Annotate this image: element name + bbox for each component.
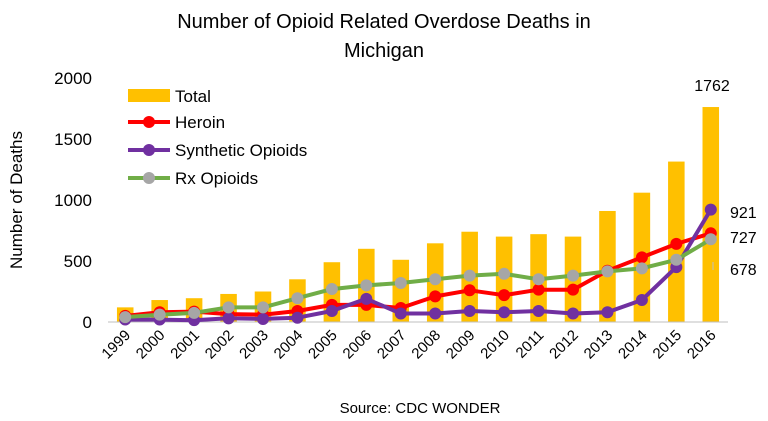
point-heroin-2010: [498, 289, 511, 302]
point-synthetic-opioids-2012: [567, 307, 579, 320]
x-tick-label: 2011: [513, 327, 548, 362]
point-synthetic-opioids-2004: [291, 311, 304, 324]
point-heroin-2009: [463, 284, 476, 297]
legend-marker-rx: [143, 172, 155, 184]
point-synthetic-opioids-2014: [635, 294, 648, 307]
point-synthetic-opioids-2009: [463, 305, 476, 318]
point-rx-opioids-2004: [291, 292, 304, 305]
x-tick-label: 2001: [167, 327, 203, 363]
legend-label-heroin: Heroin: [175, 113, 225, 132]
point-heroin-2012: [567, 283, 579, 296]
x-tick-label: 2015: [650, 327, 686, 363]
y-tick-label: 500: [64, 252, 92, 271]
legend-marker-synthetic: [143, 144, 155, 156]
legend-swatch-total: [128, 89, 170, 102]
chart-title-line-2: Michigan: [344, 40, 424, 62]
point-heroin-2014: [635, 251, 648, 264]
x-tick-label: 2008: [408, 327, 444, 363]
point-rx-opioids-2011: [532, 273, 545, 286]
point-rx-opioids-2007: [394, 276, 407, 289]
total-bars: [116, 107, 720, 322]
x-tick-label: 2000: [133, 327, 169, 363]
y-axis-label: Number of Deaths: [7, 131, 26, 269]
x-tick-label: 2010: [477, 327, 513, 363]
point-rx-opioids-1999: [119, 311, 132, 324]
point-synthetic-opioids-2008: [429, 307, 442, 320]
series-lines: [119, 203, 717, 327]
point-synthetic-opioids-2006: [360, 292, 373, 305]
point-rx-opioids-2015: [670, 253, 683, 266]
point-rx-opioids-2009: [463, 269, 476, 282]
point-rx-opioids-2001: [188, 306, 201, 319]
point-synthetic-opioids-2011: [532, 305, 545, 318]
data-label-synthetic-2016: 921: [730, 205, 757, 222]
point-rx-opioids-2002: [222, 301, 235, 314]
legend: Total Heroin Synthetic Opioids Rx Opioid…: [128, 87, 307, 188]
point-synthetic-opioids-2002: [222, 312, 235, 325]
legend-marker-heroin: [143, 116, 155, 128]
x-tick-label: 2006: [340, 327, 376, 363]
y-tick-labels: 0 500 1000 1500 2000: [54, 69, 92, 332]
x-tick-label: 2009: [443, 327, 479, 363]
point-rx-opioids-2014: [635, 262, 648, 275]
legend-label-rx: Rx Opioids: [175, 169, 258, 188]
legend-label-synthetic: Synthetic Opioids: [175, 141, 307, 160]
point-rx-opioids-2000: [153, 308, 166, 321]
y-tick-label: 0: [83, 313, 92, 332]
point-heroin-2008: [429, 290, 442, 303]
x-tick-label: 2013: [581, 327, 617, 363]
data-label-rx-2016: 678: [730, 262, 757, 279]
data-label-total-2016: 1762: [694, 78, 730, 95]
point-rx-opioids-2008: [429, 273, 442, 286]
x-tick-label: 2003: [236, 327, 272, 363]
point-rx-opioids-2013: [601, 265, 614, 278]
source-note: Source: CDC WONDER: [340, 400, 501, 417]
point-rx-opioids-2003: [257, 301, 269, 314]
point-heroin-2011: [532, 283, 545, 296]
point-synthetic-opioids-2003: [257, 312, 269, 325]
point-synthetic-opioids-2007: [394, 307, 407, 320]
point-rx-opioids-2006: [360, 279, 373, 292]
x-tick-label: 2007: [374, 327, 410, 363]
point-rx-opioids-2012: [567, 269, 579, 282]
chart-title-line-1: Number of Opioid Related Overdose Deaths…: [177, 11, 591, 33]
x-tick-label: 2016: [684, 327, 720, 363]
x-tick-label: 2004: [271, 327, 307, 363]
point-synthetic-opioids-2010: [498, 306, 511, 319]
point-synthetic-opioids-2016: [704, 203, 717, 216]
x-tick-label: 2012: [546, 327, 582, 363]
point-rx-opioids-2016: [704, 233, 717, 246]
data-label-heroin-2016: 727: [730, 230, 757, 247]
x-tick-label: 2005: [305, 327, 341, 363]
y-tick-label: 2000: [54, 69, 92, 88]
x-tick-label: 2014: [615, 327, 651, 363]
y-tick-label: 1000: [54, 191, 92, 210]
legend-label-total: Total: [175, 87, 211, 106]
y-tick-label: 1500: [54, 130, 92, 149]
x-tick-labels: 1999200020012002200320042005200620072008…: [98, 327, 719, 363]
x-tick-label: 1999: [98, 327, 134, 363]
line-heroin: [124, 231, 712, 318]
point-heroin-2015: [670, 237, 683, 250]
point-rx-opioids-2005: [325, 283, 338, 296]
x-tick-label: 2002: [202, 327, 238, 363]
point-synthetic-opioids-2013: [601, 306, 614, 319]
point-synthetic-opioids-2005: [325, 305, 338, 318]
point-rx-opioids-2010: [498, 267, 511, 280]
